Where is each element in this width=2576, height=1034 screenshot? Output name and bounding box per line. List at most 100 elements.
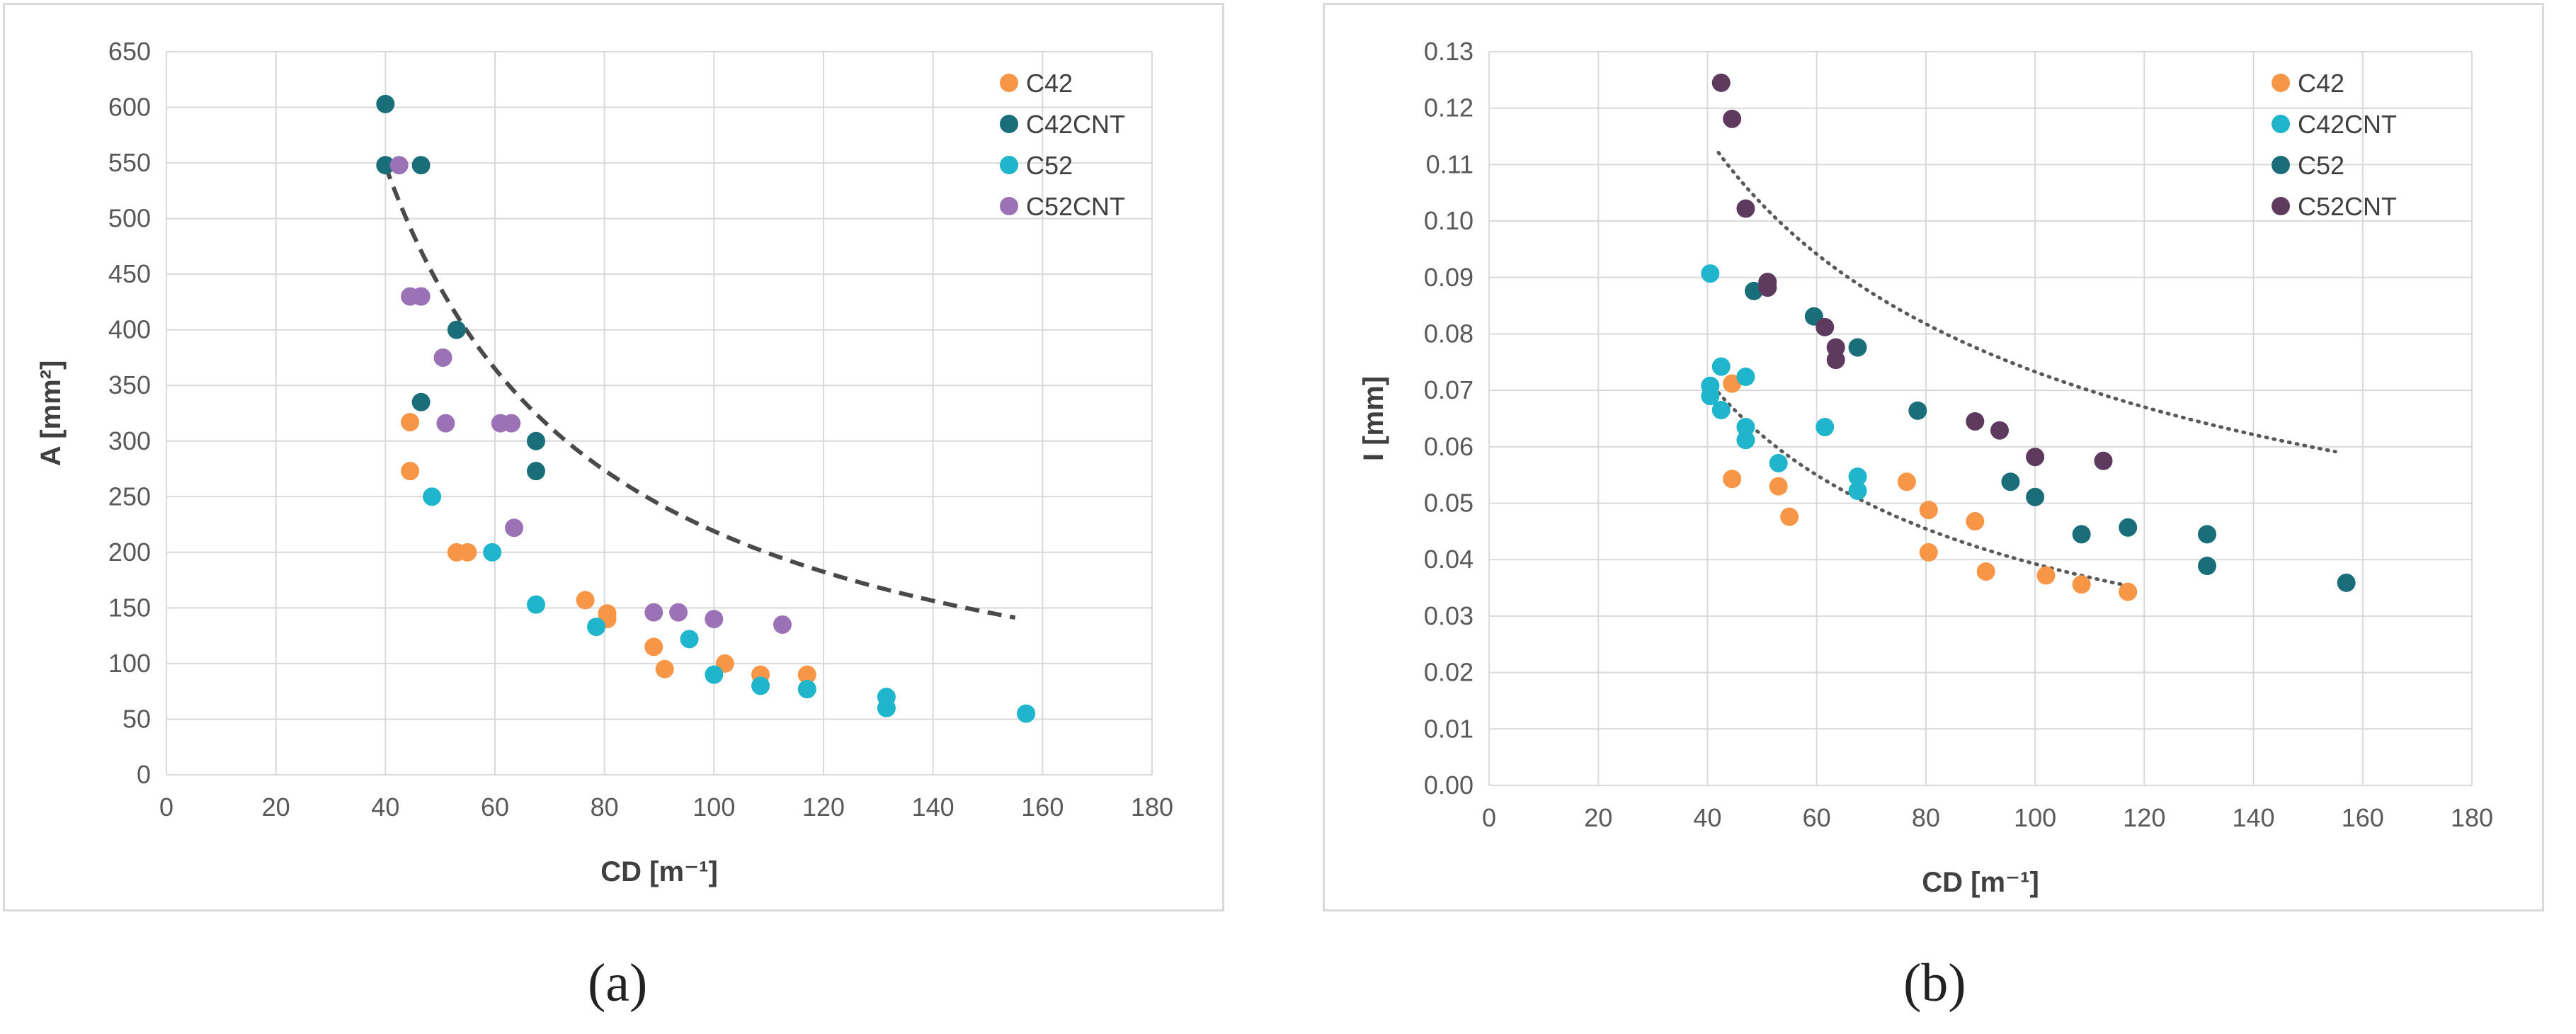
gridlines bbox=[166, 51, 1153, 776]
x-tick-label: 140 bbox=[2233, 803, 2275, 832]
legend: C42 C42CNT C52 C52CNT bbox=[2272, 69, 2397, 221]
data-point bbox=[411, 392, 431, 411]
data-point bbox=[1736, 368, 1755, 387]
data-point bbox=[1723, 470, 1742, 489]
data-point bbox=[1908, 401, 1927, 420]
data-point bbox=[401, 413, 420, 432]
legend-marker bbox=[2272, 74, 2290, 92]
y-axis-title: A [mm²] bbox=[35, 360, 67, 467]
data-point bbox=[1990, 421, 2009, 440]
legend-label: C52CNT bbox=[2298, 192, 2397, 221]
y-tick-label: 200 bbox=[108, 538, 151, 567]
data-point bbox=[2001, 472, 2020, 492]
data-point bbox=[527, 595, 545, 614]
data-point bbox=[1758, 278, 1777, 297]
legend-marker bbox=[1000, 74, 1018, 92]
series-c42 bbox=[1723, 374, 2138, 601]
data-point bbox=[877, 698, 896, 717]
data-point bbox=[433, 348, 452, 367]
data-point bbox=[2094, 451, 2113, 470]
data-point bbox=[2119, 582, 2138, 601]
data-point bbox=[576, 591, 595, 610]
y-tick-label: 650 bbox=[108, 37, 151, 66]
data-point bbox=[1736, 417, 1755, 436]
data-point bbox=[436, 414, 455, 433]
y-tick-label: 0.11 bbox=[1426, 149, 1474, 178]
series-c42 bbox=[401, 413, 816, 699]
series-c52 bbox=[423, 487, 1036, 723]
data-point bbox=[1816, 417, 1835, 436]
series-c52cnt bbox=[1711, 73, 2113, 470]
legend-label: C52 bbox=[1026, 151, 1073, 180]
data-point bbox=[1736, 199, 1755, 218]
data-point bbox=[1966, 512, 1985, 531]
y-tick-label: 0.13 bbox=[1424, 37, 1474, 66]
data-point bbox=[705, 610, 724, 629]
data-point bbox=[423, 487, 442, 506]
legend-marker bbox=[1000, 197, 1018, 215]
data-point bbox=[1816, 317, 1835, 336]
y-tick-label: 350 bbox=[108, 370, 151, 399]
series-c42cnt bbox=[376, 94, 545, 481]
x-tick-label: 80 bbox=[591, 792, 619, 822]
data-point bbox=[669, 603, 688, 622]
legend-marker bbox=[2272, 156, 2290, 174]
data-point bbox=[1711, 73, 1731, 92]
x-tick-label: 160 bbox=[1021, 792, 1064, 822]
y-tick-label: 450 bbox=[108, 259, 151, 288]
data-point bbox=[2119, 518, 2138, 537]
data-point bbox=[2198, 556, 2217, 575]
data-point bbox=[2072, 575, 2091, 594]
data-point bbox=[505, 518, 524, 538]
data-point bbox=[1966, 411, 1985, 431]
data-point bbox=[1723, 374, 1742, 393]
x-tick-label: 0 bbox=[159, 792, 173, 822]
data-point bbox=[2337, 573, 2356, 592]
data-point bbox=[2036, 566, 2056, 585]
scatter-chart-a: 0 50 100 150 200 250 300 350 400 450 500 550 600 650 0… bbox=[35, 37, 1173, 887]
data-point bbox=[1017, 704, 1036, 723]
data-point bbox=[411, 156, 431, 175]
data-point bbox=[527, 462, 545, 481]
data-point bbox=[705, 665, 724, 684]
chart-panel-b: 0.00 0.01 0.02 0.03 0.04 0.05 0.06 0.07 0.08 0.09… bbox=[1323, 3, 2544, 911]
x-tick-label: 80 bbox=[1912, 803, 1940, 832]
legend-label: C52CNT bbox=[1026, 192, 1125, 221]
x-tick-label: 180 bbox=[2451, 803, 2493, 832]
y-tick-label: 0.00 bbox=[1424, 771, 1474, 800]
y-tick-label: 250 bbox=[108, 482, 151, 511]
data-point bbox=[2026, 487, 2045, 506]
legend-label: C52 bbox=[2298, 151, 2344, 180]
y-tick-label: 150 bbox=[108, 593, 151, 622]
trendline bbox=[1716, 391, 2130, 588]
y-tick-label: 100 bbox=[108, 649, 151, 678]
x-tick-label: 40 bbox=[371, 792, 399, 822]
x-tick-label: 120 bbox=[802, 792, 845, 822]
data-point bbox=[1848, 482, 1867, 501]
data-point bbox=[1919, 542, 1938, 562]
data-point bbox=[2026, 448, 2045, 467]
data-point bbox=[1976, 562, 1995, 581]
data-point bbox=[1769, 477, 1788, 496]
legend-label: C42 bbox=[2298, 69, 2344, 98]
legend: C42 C42CNT C52 C52CNT bbox=[1000, 69, 1125, 221]
legend-marker bbox=[2272, 197, 2290, 215]
legend-label: C42CNT bbox=[1026, 110, 1125, 139]
y-axis-title: I [mm] bbox=[1358, 376, 1389, 461]
data-point bbox=[773, 615, 792, 634]
y-tick-label: 300 bbox=[108, 426, 151, 455]
data-point bbox=[2072, 525, 2091, 544]
y-tick-label: 0.06 bbox=[1424, 432, 1474, 461]
y-tick-label: 0.05 bbox=[1424, 489, 1474, 518]
y-tick-label: 50 bbox=[122, 704, 151, 733]
y-tick-label: 550 bbox=[108, 148, 151, 177]
data-point bbox=[1780, 507, 1799, 526]
data-point bbox=[376, 156, 395, 175]
y-tick-label: 0.04 bbox=[1424, 545, 1474, 574]
data-point bbox=[655, 659, 674, 678]
data-point bbox=[458, 542, 477, 562]
data-point bbox=[527, 431, 545, 450]
data-point bbox=[376, 94, 395, 113]
y-tick-label: 0.01 bbox=[1424, 714, 1474, 743]
data-point bbox=[1711, 357, 1731, 376]
